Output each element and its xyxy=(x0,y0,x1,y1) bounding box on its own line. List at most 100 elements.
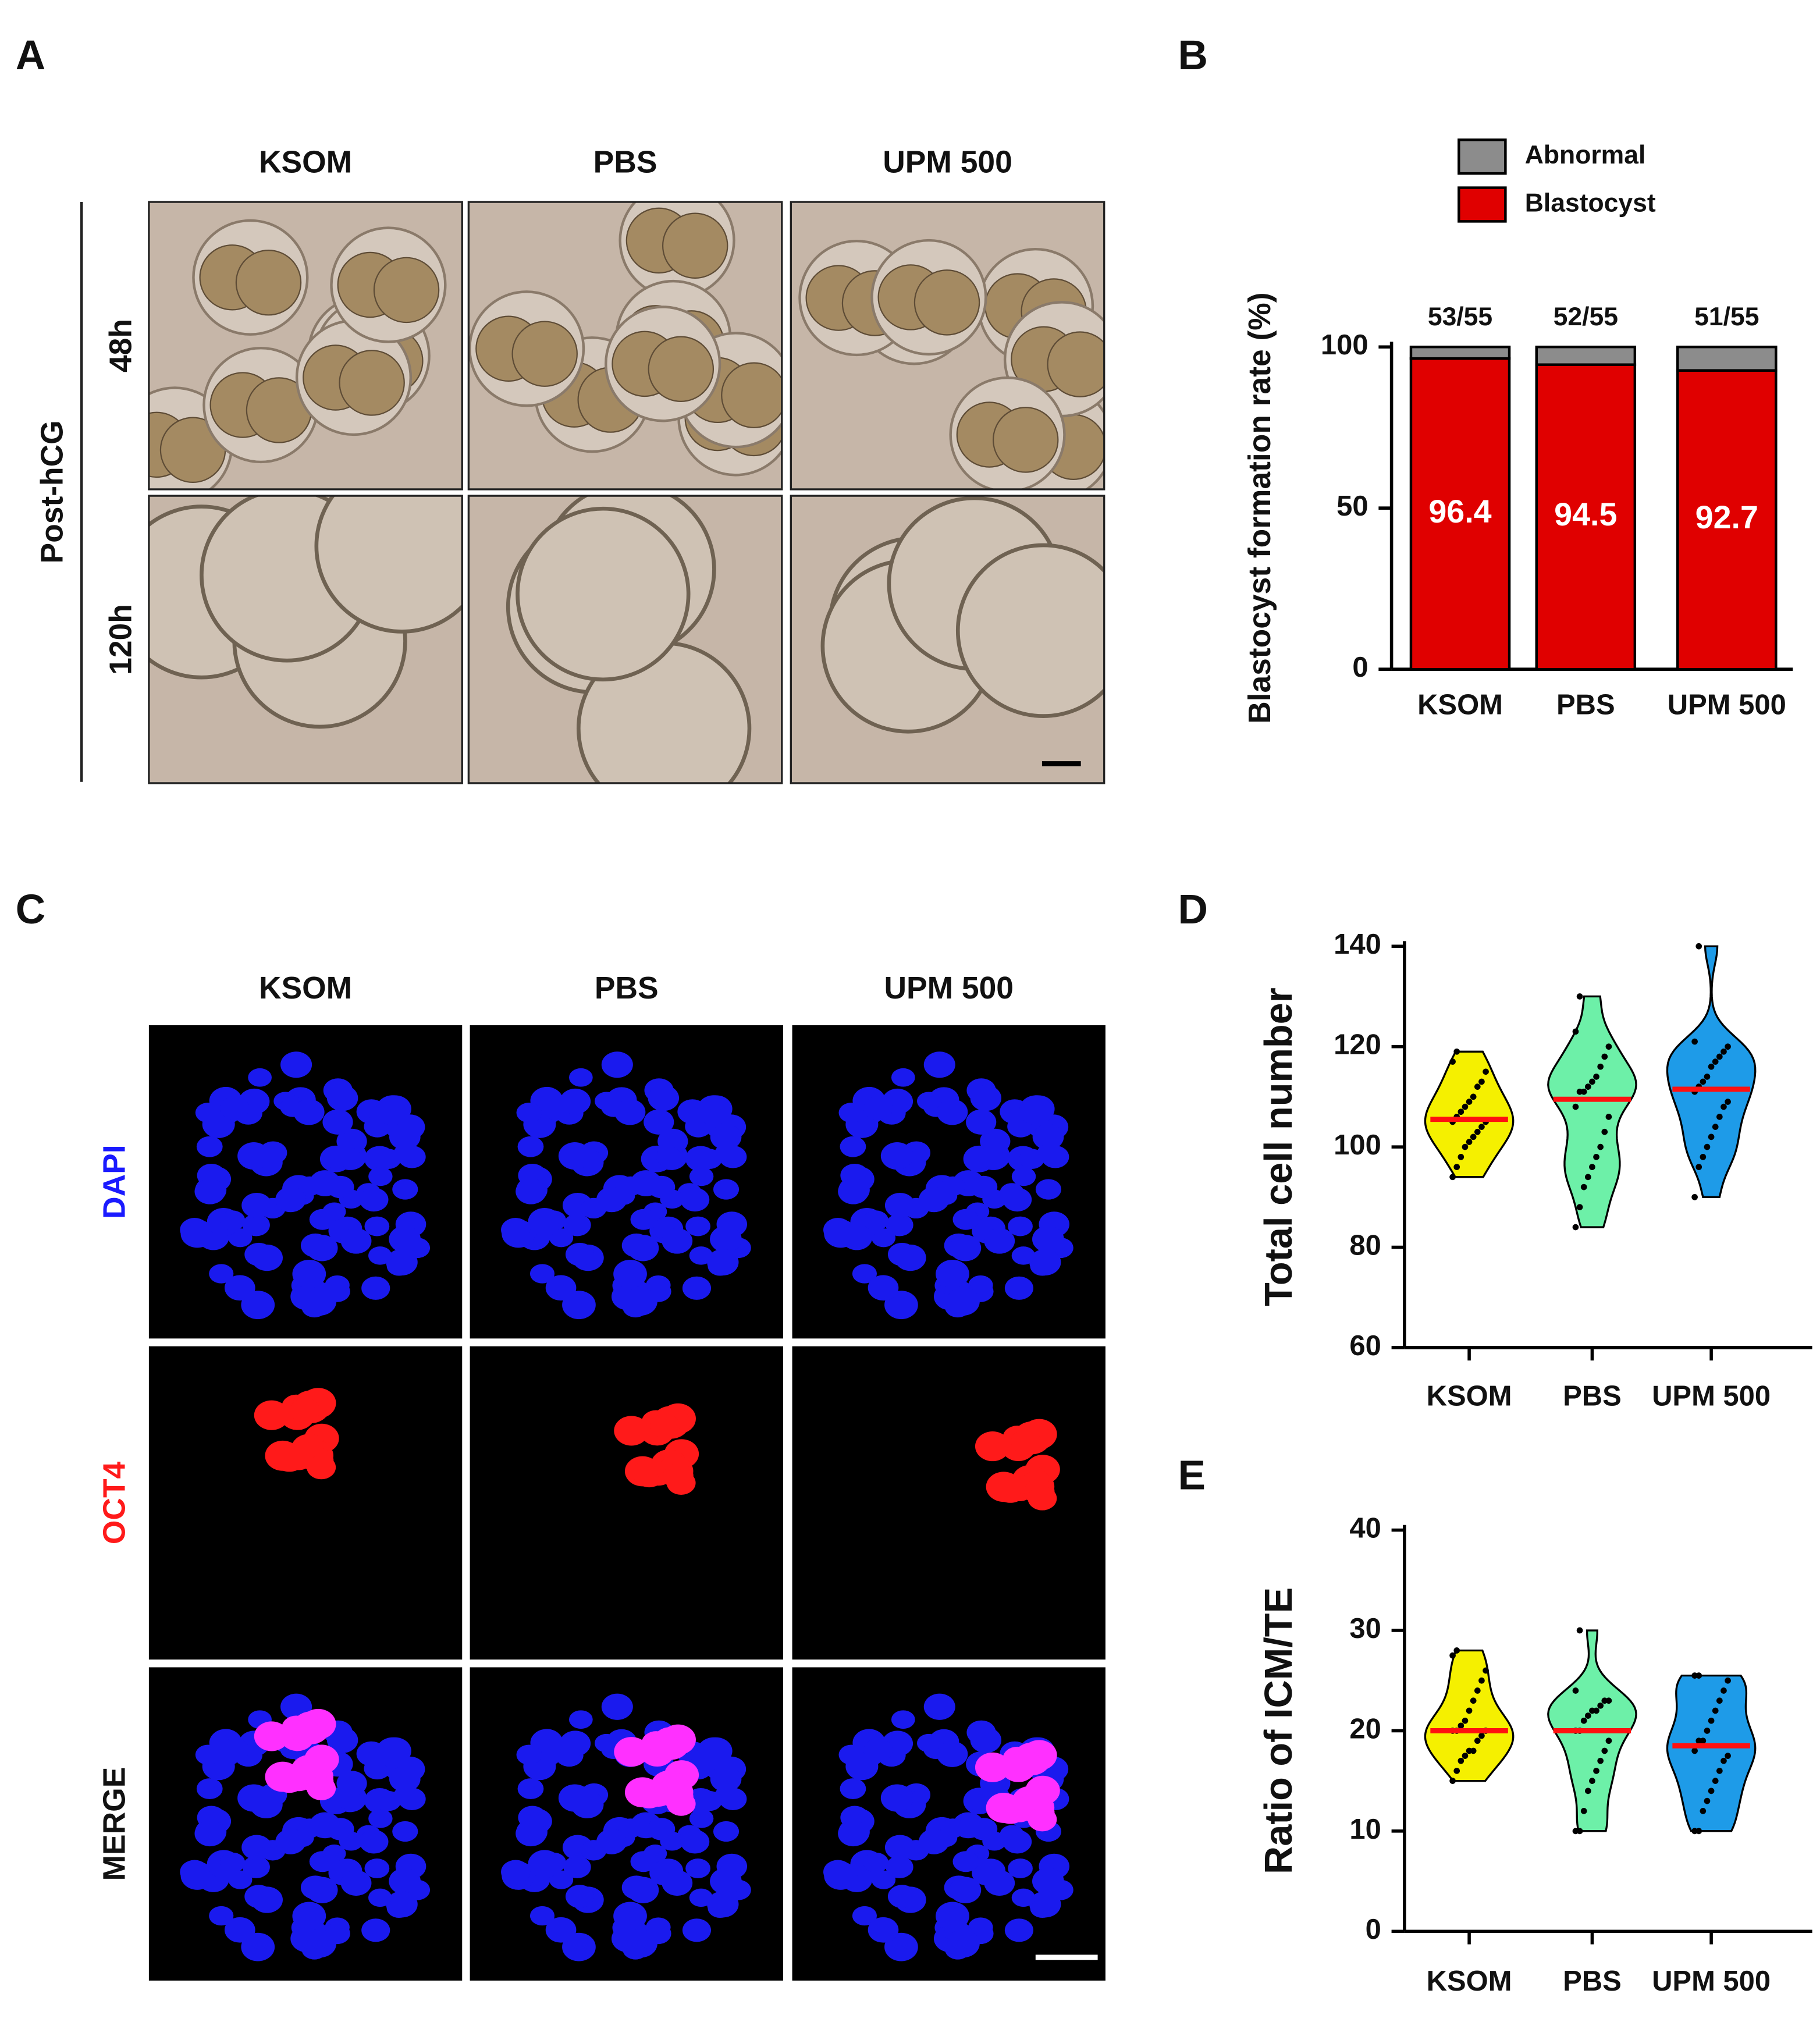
point xyxy=(1580,1808,1587,1814)
nucleus xyxy=(685,1858,710,1878)
nucleus xyxy=(680,1188,710,1212)
data-label: 94.5 xyxy=(1554,496,1617,532)
group-label: Post-hCG xyxy=(35,420,70,563)
point xyxy=(1470,1093,1477,1100)
nucleus xyxy=(361,1918,390,1942)
violin xyxy=(1666,945,1757,1198)
nucleus xyxy=(389,1868,421,1895)
column-label: KSOM xyxy=(259,145,352,180)
nucleus xyxy=(970,1727,1002,1753)
point xyxy=(1458,1153,1464,1160)
blastomere xyxy=(373,257,440,324)
nucleus xyxy=(335,1146,361,1167)
nucleus xyxy=(326,1727,358,1753)
point xyxy=(1597,1757,1604,1764)
nucleus xyxy=(275,1186,306,1213)
point xyxy=(1466,1707,1473,1714)
violin xyxy=(1424,1649,1515,1782)
nucleus xyxy=(545,1275,577,1301)
micrograph-border xyxy=(148,201,463,491)
point xyxy=(1470,1747,1477,1754)
point xyxy=(1601,1128,1608,1135)
point xyxy=(1725,1043,1731,1050)
nucleus xyxy=(293,1099,325,1125)
column-label: PBS xyxy=(595,971,659,1005)
nucleus xyxy=(565,1242,594,1266)
nucleus xyxy=(326,1175,354,1199)
nucleus xyxy=(393,1786,419,1806)
nucleus xyxy=(886,1856,913,1878)
nucleus xyxy=(237,1142,271,1170)
nucleus xyxy=(1032,1225,1064,1253)
nucleus xyxy=(220,1738,250,1762)
nucleus xyxy=(386,1249,418,1275)
nucleus xyxy=(541,1852,567,1873)
nucleus xyxy=(549,1870,574,1889)
micrograph-bg xyxy=(470,1346,783,1660)
nucleus xyxy=(196,1136,223,1157)
nucleus xyxy=(624,1287,657,1316)
point xyxy=(1584,1083,1591,1090)
micrograph xyxy=(468,496,782,783)
nucleus xyxy=(501,1860,531,1884)
y-tick-label: 0 xyxy=(1352,652,1368,683)
nucleus xyxy=(601,1051,633,1078)
nucleus xyxy=(335,1788,361,1809)
data-label: 92.7 xyxy=(1695,499,1758,535)
point xyxy=(1593,1074,1599,1080)
micrograph-border xyxy=(148,495,463,784)
y-tick-label: 30 xyxy=(1349,1613,1381,1644)
legend-label: Abnormal xyxy=(1525,141,1646,169)
point xyxy=(1584,1712,1591,1719)
blastocyst xyxy=(314,496,463,634)
nucleus xyxy=(565,1885,594,1909)
nucleus xyxy=(225,1917,255,1943)
nucleus xyxy=(1032,1124,1064,1150)
point xyxy=(1478,1078,1485,1085)
nucleus xyxy=(309,1851,336,1872)
panel-label: E xyxy=(1178,1452,1206,1498)
nucleus xyxy=(275,1829,306,1854)
point xyxy=(1716,1697,1723,1704)
icm-nucleus xyxy=(975,1752,1010,1782)
y-tick-label: 100 xyxy=(1321,329,1368,361)
nucleus xyxy=(710,1124,742,1150)
point xyxy=(1695,1164,1702,1170)
nucleus xyxy=(558,1784,591,1812)
blastocyst xyxy=(955,543,1104,718)
point xyxy=(1708,1788,1715,1794)
annotation: 51/55 xyxy=(1694,303,1759,331)
point xyxy=(1691,1747,1698,1754)
point xyxy=(1584,1174,1591,1181)
nucleus xyxy=(880,1784,913,1812)
nucleus xyxy=(326,1818,354,1840)
nucleus xyxy=(1003,1188,1032,1212)
point xyxy=(1462,1143,1469,1150)
nucleus xyxy=(1004,1276,1033,1300)
point xyxy=(1704,1074,1711,1080)
nucleus xyxy=(244,1885,273,1909)
nucleus xyxy=(392,1179,418,1200)
legend-label: Blastocyst xyxy=(1525,189,1656,217)
nucleus xyxy=(627,1877,659,1903)
nucleus xyxy=(516,1178,547,1204)
row-label: DAPI xyxy=(97,1145,131,1219)
point xyxy=(1721,1103,1727,1110)
nucleus xyxy=(978,1146,1004,1167)
nucleus xyxy=(710,1766,742,1792)
x-tick-label: UPM 500 xyxy=(1668,690,1786,721)
point xyxy=(1695,1672,1702,1679)
point xyxy=(1572,1224,1579,1231)
row-label: OCT4 xyxy=(97,1461,131,1544)
point xyxy=(1712,1058,1719,1065)
y-axis-label: Ratio of ICM/TE xyxy=(1257,1587,1300,1874)
nucleus xyxy=(209,1264,234,1284)
nucleus xyxy=(541,1096,571,1120)
nucleus xyxy=(195,1103,221,1123)
nucleus xyxy=(220,1096,250,1120)
nucleus xyxy=(180,1218,209,1242)
nucleus xyxy=(648,1085,680,1111)
legend-swatch xyxy=(1458,186,1507,223)
nucleus xyxy=(918,1829,950,1854)
